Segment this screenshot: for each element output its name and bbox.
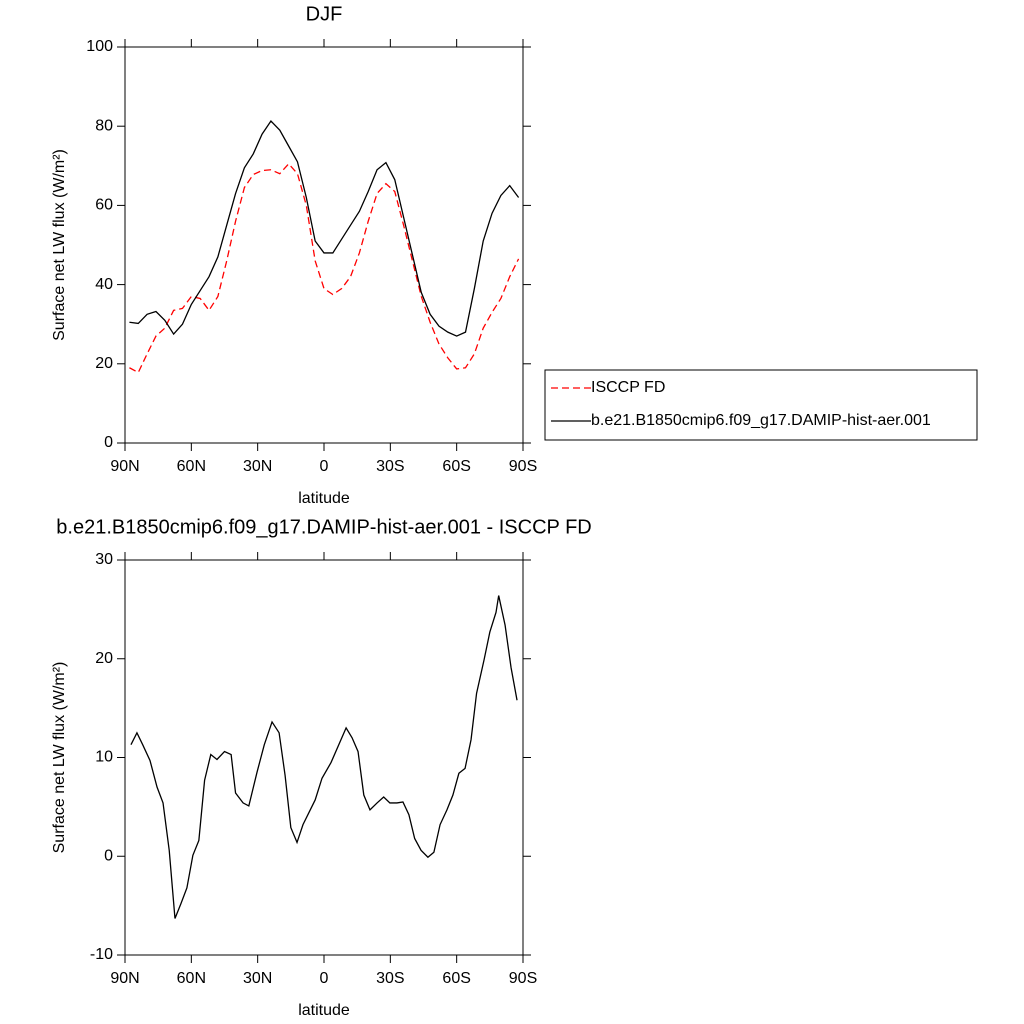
x-tick-label: 90N <box>110 458 139 475</box>
y-tick-label: 80 <box>95 117 113 134</box>
y-tick-label: 20 <box>95 650 113 667</box>
x-tick-label: 90S <box>509 970 537 987</box>
y-tick-label: 0 <box>104 434 113 451</box>
x-tick-label: 90S <box>509 458 537 475</box>
y-tick-label: 40 <box>95 276 113 293</box>
x-tick-label: 60S <box>442 458 470 475</box>
x-axis-label: latitude <box>298 1002 350 1019</box>
data-line <box>129 162 520 374</box>
data-line <box>130 595 518 919</box>
x-tick-label: 30S <box>376 970 404 987</box>
legend-box <box>544 369 978 441</box>
x-tick-label: 60N <box>177 970 206 987</box>
x-tick-label: 60S <box>442 970 470 987</box>
x-tick-label: 30N <box>243 458 272 475</box>
x-tick-label: 30N <box>243 970 272 987</box>
y-tick-label: -10 <box>90 946 113 963</box>
y-tick-label: 0 <box>104 847 113 864</box>
y-tick-label: 100 <box>86 38 113 55</box>
chart-title: b.e21.B1850cmip6.f09_g17.DAMIP-hist-aer.… <box>56 516 591 538</box>
y-tick-label: 30 <box>95 551 113 568</box>
x-tick-label: 0 <box>320 970 329 987</box>
x-tick-label: 60N <box>177 458 206 475</box>
chart-title: DJF <box>306 3 343 25</box>
x-tick-label: 0 <box>320 458 329 475</box>
data-line <box>129 120 520 337</box>
legend-label: ISCCP FD <box>591 379 665 396</box>
plot-frame <box>124 46 524 444</box>
plot-frame <box>124 559 524 956</box>
y-tick-label: 20 <box>95 355 113 372</box>
x-axis-label: latitude <box>298 490 350 507</box>
y-tick-label: 60 <box>95 197 113 214</box>
x-tick-label: 90N <box>110 970 139 987</box>
x-tick-label: 30S <box>376 458 404 475</box>
y-axis-label: Surface net LW flux (W/m²) <box>51 662 68 854</box>
y-tick-label: 10 <box>95 749 113 766</box>
legend-label: b.e21.B1850cmip6.f09_g17.DAMIP-hist-aer.… <box>591 412 931 429</box>
y-axis-label: Surface net LW flux (W/m²) <box>51 149 68 341</box>
